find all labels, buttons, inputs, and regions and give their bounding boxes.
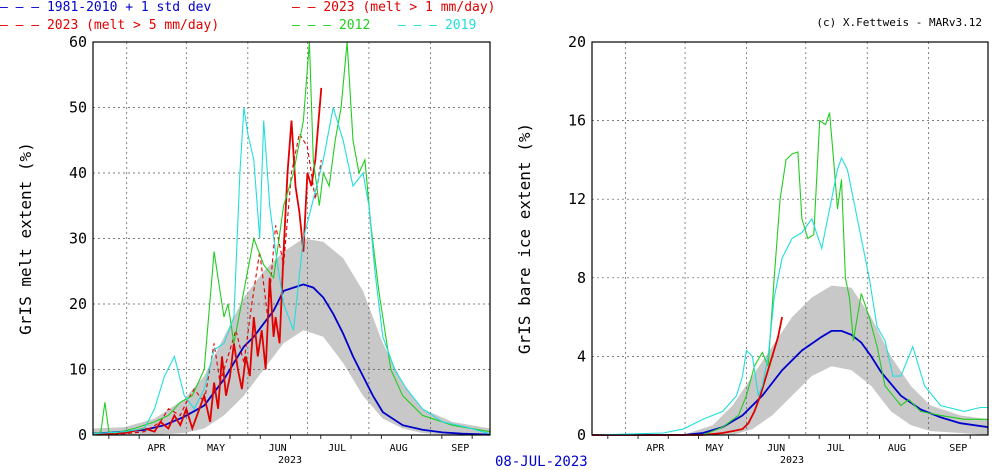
plot-frame	[591, 41, 989, 436]
month-label: SEP	[949, 443, 967, 454]
month-label: JUL	[827, 443, 845, 454]
legend-dash-mean: – – –	[0, 0, 40, 15]
month-label: MAY	[706, 443, 724, 454]
series-line-y2023	[92, 87, 323, 436]
series-line-y2023	[592, 316, 783, 436]
legend-label-2023-1mm: 2023 (melt > 1 mm/day)	[323, 0, 496, 15]
y-axis-label: GrIS bare ice extent (%)	[515, 123, 534, 354]
series-line-y2012	[92, 41, 491, 436]
footer-date: 08-JUL-2023	[495, 454, 588, 470]
credit-label: (c) X.Fettweis - MARv3.12	[816, 16, 982, 29]
legend-dash-2023-5mm: – – –	[0, 18, 40, 33]
series-line-y2019	[591, 156, 988, 436]
y-tick-label: 50	[69, 99, 87, 117]
legend-label-2023-5mm: 2023 (melt > 5 mm/day)	[46, 18, 220, 33]
y-tick-label: 0	[78, 426, 87, 444]
std-dev-band	[592, 285, 988, 435]
y-tick-label: 30	[69, 230, 87, 248]
y-tick-label: 0	[577, 426, 586, 444]
y-tick-label: 10	[69, 361, 87, 379]
y-axis-label: GrIS melt extent (%)	[16, 142, 35, 335]
y-tick-label: 20	[568, 33, 586, 51]
legend-dash-2019: – – –	[398, 18, 438, 33]
month-label: JUL	[328, 443, 346, 454]
legend-label-mean: 1981-2010 + 1 std dev	[46, 0, 212, 15]
legend-label-2012: 2012	[338, 18, 371, 33]
y-tick-label: 4	[577, 347, 586, 365]
y-tick-label: 60	[69, 33, 87, 51]
month-label: JUN	[767, 443, 785, 454]
y-tick-label: 8	[577, 269, 586, 287]
legend-label-2019: 2019	[444, 18, 477, 33]
month-label: MAY	[207, 443, 225, 454]
month-label: AUG	[390, 443, 408, 454]
legend-item-2019: – – – 2019	[398, 18, 476, 33]
footer-year-right: 2023	[780, 455, 805, 466]
legend-item-2023-1mm: — — 2023 (melt > 1 mm/day)	[292, 0, 496, 15]
footer-year-left: 2023	[278, 455, 303, 466]
series-line-y2012	[592, 112, 988, 436]
month-label: JUN	[269, 443, 287, 454]
legend-item-mean: – – – 1981-2010 + 1 std dev	[0, 0, 211, 15]
series-line-y2023-dashed	[92, 132, 322, 436]
y-tick-label: 40	[69, 164, 87, 182]
plot-panel-2: 0 4 8 12 16 20 APR MAY JUN JUL AUG SEP GrIS bare ice…	[515, 33, 989, 454]
month-label: APR	[646, 443, 665, 454]
legend: – – – 1981-2010 + 1 std dev — — 2023 (me…	[0, 0, 530, 40]
y-tick-label: 12	[568, 190, 586, 208]
month-label: AUG	[888, 443, 906, 454]
legend-dash-2012: – – –	[292, 18, 332, 33]
std-dev-band	[93, 238, 490, 435]
legend-item-2012: – – – 2012	[292, 18, 370, 33]
y-tick-label: 16	[568, 112, 586, 130]
series-line-y2019	[92, 107, 491, 435]
legend-item-2023-5mm: – – – 2023 (melt > 5 mm/day)	[0, 18, 219, 33]
month-label: SEP	[451, 443, 469, 454]
legend-dash-2023-1mm: — —	[292, 0, 316, 15]
month-label: APR	[147, 443, 166, 454]
plot-panel-1: 0 10 20 30 40 50 60 APR MAY JUN JUL AUG SEP GrIS melt…	[16, 33, 491, 454]
y-tick-label: 20	[69, 295, 87, 313]
plot-frame	[92, 41, 491, 436]
